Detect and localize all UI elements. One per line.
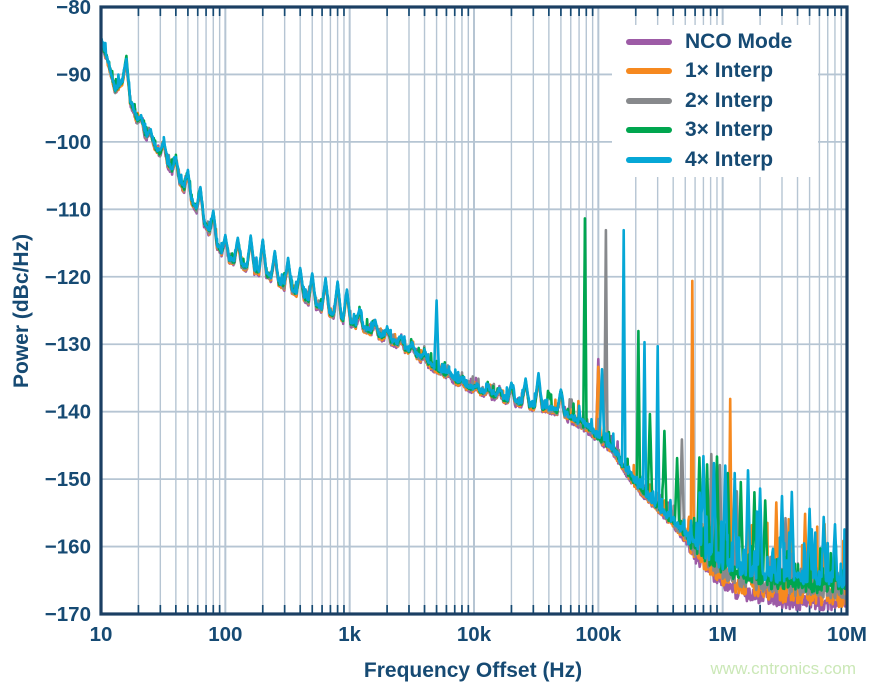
y-tick-label: −120 bbox=[45, 266, 91, 289]
y-tick-label: −170 bbox=[45, 603, 91, 626]
legend-item-2-interp: 2× Interp bbox=[612, 86, 818, 116]
curve-4-interp bbox=[99, 37, 849, 589]
legend-item-4-interp: 4× Interp bbox=[612, 145, 818, 175]
legend-swatch bbox=[626, 38, 672, 45]
legend: NCO Mode 1× Interp 2× Interp 3× Interp 4× In… bbox=[612, 25, 818, 177]
x-tick-label: 100 bbox=[208, 623, 242, 646]
legend-item-1-interp: 1× Interp bbox=[612, 57, 818, 87]
y-tick-label: −100 bbox=[45, 131, 91, 154]
x-tick-label: 1k bbox=[338, 623, 361, 646]
y-axis-title: Power (dBc/Hz) bbox=[10, 233, 33, 389]
legend-label: 2× Interp bbox=[685, 88, 774, 112]
y-tick-label: −150 bbox=[45, 468, 91, 491]
plot-border bbox=[99, 5, 849, 616]
legend-label: 1× Interp bbox=[685, 59, 774, 83]
legend-item-nco-mode: NCO Mode bbox=[612, 27, 818, 57]
legend-label: NCO Mode bbox=[685, 29, 793, 53]
x-tick-label: 10M bbox=[827, 623, 867, 646]
y-tick-label: −80 bbox=[56, 0, 91, 19]
y-tick-label: −90 bbox=[56, 63, 91, 86]
y-tick-label: −160 bbox=[45, 536, 91, 559]
y-tick-label: −130 bbox=[45, 333, 91, 356]
watermark: www.cntronics.com bbox=[710, 659, 856, 678]
legend-swatch bbox=[626, 97, 672, 104]
legend-swatch bbox=[626, 127, 672, 134]
legend-swatch bbox=[626, 156, 672, 163]
legend-item-3-interp: 3× Interp bbox=[612, 116, 818, 146]
x-axis-title: Frequency Offset (Hz) bbox=[363, 659, 583, 682]
x-tick-label: 1M bbox=[708, 623, 736, 646]
y-tick-label: −110 bbox=[46, 198, 91, 221]
y-tick-label: −140 bbox=[45, 401, 91, 424]
legend-label: 4× Interp bbox=[685, 147, 774, 171]
x-tick-label: 10 bbox=[90, 623, 113, 646]
legend-label: 3× Interp bbox=[685, 118, 774, 142]
x-tick-label: 100k bbox=[576, 623, 622, 646]
legend-swatch bbox=[626, 68, 672, 75]
x-tick-label: 10k bbox=[457, 623, 492, 646]
